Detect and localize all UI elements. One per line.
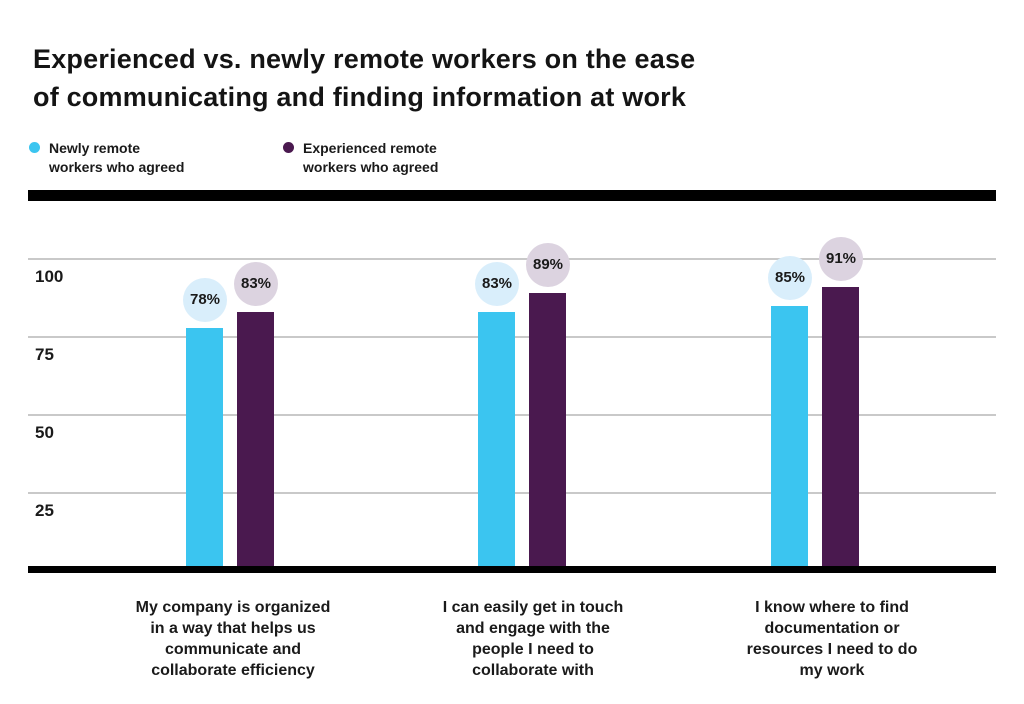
y-axis-tick-label-50: 50 [35, 423, 54, 442]
value-badge-newly-remote-1: 83% [475, 262, 519, 306]
legend-item-experienced-remote: Experienced remote workers who agreed [283, 139, 438, 177]
category-label-line: and engage with the [456, 620, 610, 637]
y-axis-tick-label-100: 100 [35, 267, 64, 286]
category-label-line: I can easily get in touch [442, 599, 624, 616]
category-label-line: in a way that helps us [150, 620, 316, 637]
legend-item-newly-remote: Newly remote workers who agreed [29, 139, 184, 177]
value-badge-experienced-remote-2: 91% [819, 237, 863, 281]
category-label-line: communicate and [164, 641, 302, 658]
value-badge-experienced-remote-0: 83% [234, 262, 278, 306]
category-label-line: collaborate efficiency [151, 662, 315, 679]
chart-title: Experienced vs. newly remote workers on … [33, 40, 695, 116]
category-label-1: I can easily get in touch and engage with… [393, 597, 673, 681]
bar-experienced-remote-1 [529, 293, 566, 570]
category-label-line: people I need to [472, 641, 594, 658]
category-label-line: collaborate with [472, 662, 594, 679]
bar-newly-remote-2 [771, 306, 808, 570]
legend-label-experienced-remote: Experienced remote workers who agreed [303, 139, 438, 177]
legend-label-line: Experienced remote [303, 140, 437, 156]
legend-label-line: workers who agreed [49, 159, 185, 175]
category-label-line: documentation or [764, 620, 900, 637]
legend: Newly remote workers who agreed Experien… [0, 139, 1024, 179]
legend-label-line: Newly remote [49, 140, 141, 156]
chart-title-line-2: of communicating and finding information… [33, 82, 687, 112]
bar-newly-remote-1 [478, 312, 515, 570]
x-axis-baseline [28, 566, 996, 573]
experienced-remote-dot-icon [283, 142, 294, 153]
category-label-0: My company is organized in a way that hel… [93, 597, 373, 681]
top-divider-rule [28, 190, 996, 201]
legend-label-line: workers who agreed [303, 159, 439, 175]
category-label-line: my work [799, 662, 865, 679]
value-badge-newly-remote-2: 85% [768, 256, 812, 300]
legend-label-newly-remote: Newly remote workers who agreed [49, 139, 184, 177]
bar-experienced-remote-2 [822, 287, 859, 570]
value-badge-newly-remote-0: 78% [183, 278, 227, 322]
y-axis-tick-label-75: 75 [35, 345, 54, 364]
newly-remote-dot-icon [29, 142, 40, 153]
bar-experienced-remote-0 [237, 312, 274, 570]
category-label-line: My company is organized [135, 599, 331, 616]
category-label-line: I know where to find [755, 599, 909, 616]
bar-newly-remote-0 [186, 328, 223, 570]
chart-title-line-1: Experienced vs. newly remote workers on … [33, 44, 696, 74]
category-label-line: resources I need to do [746, 641, 918, 658]
gridline-100 [28, 258, 996, 260]
category-label-2: I know where to find documentation or reso… [692, 597, 972, 681]
value-badge-experienced-remote-1: 89% [526, 243, 570, 287]
y-axis-tick-label-25: 25 [35, 501, 54, 520]
